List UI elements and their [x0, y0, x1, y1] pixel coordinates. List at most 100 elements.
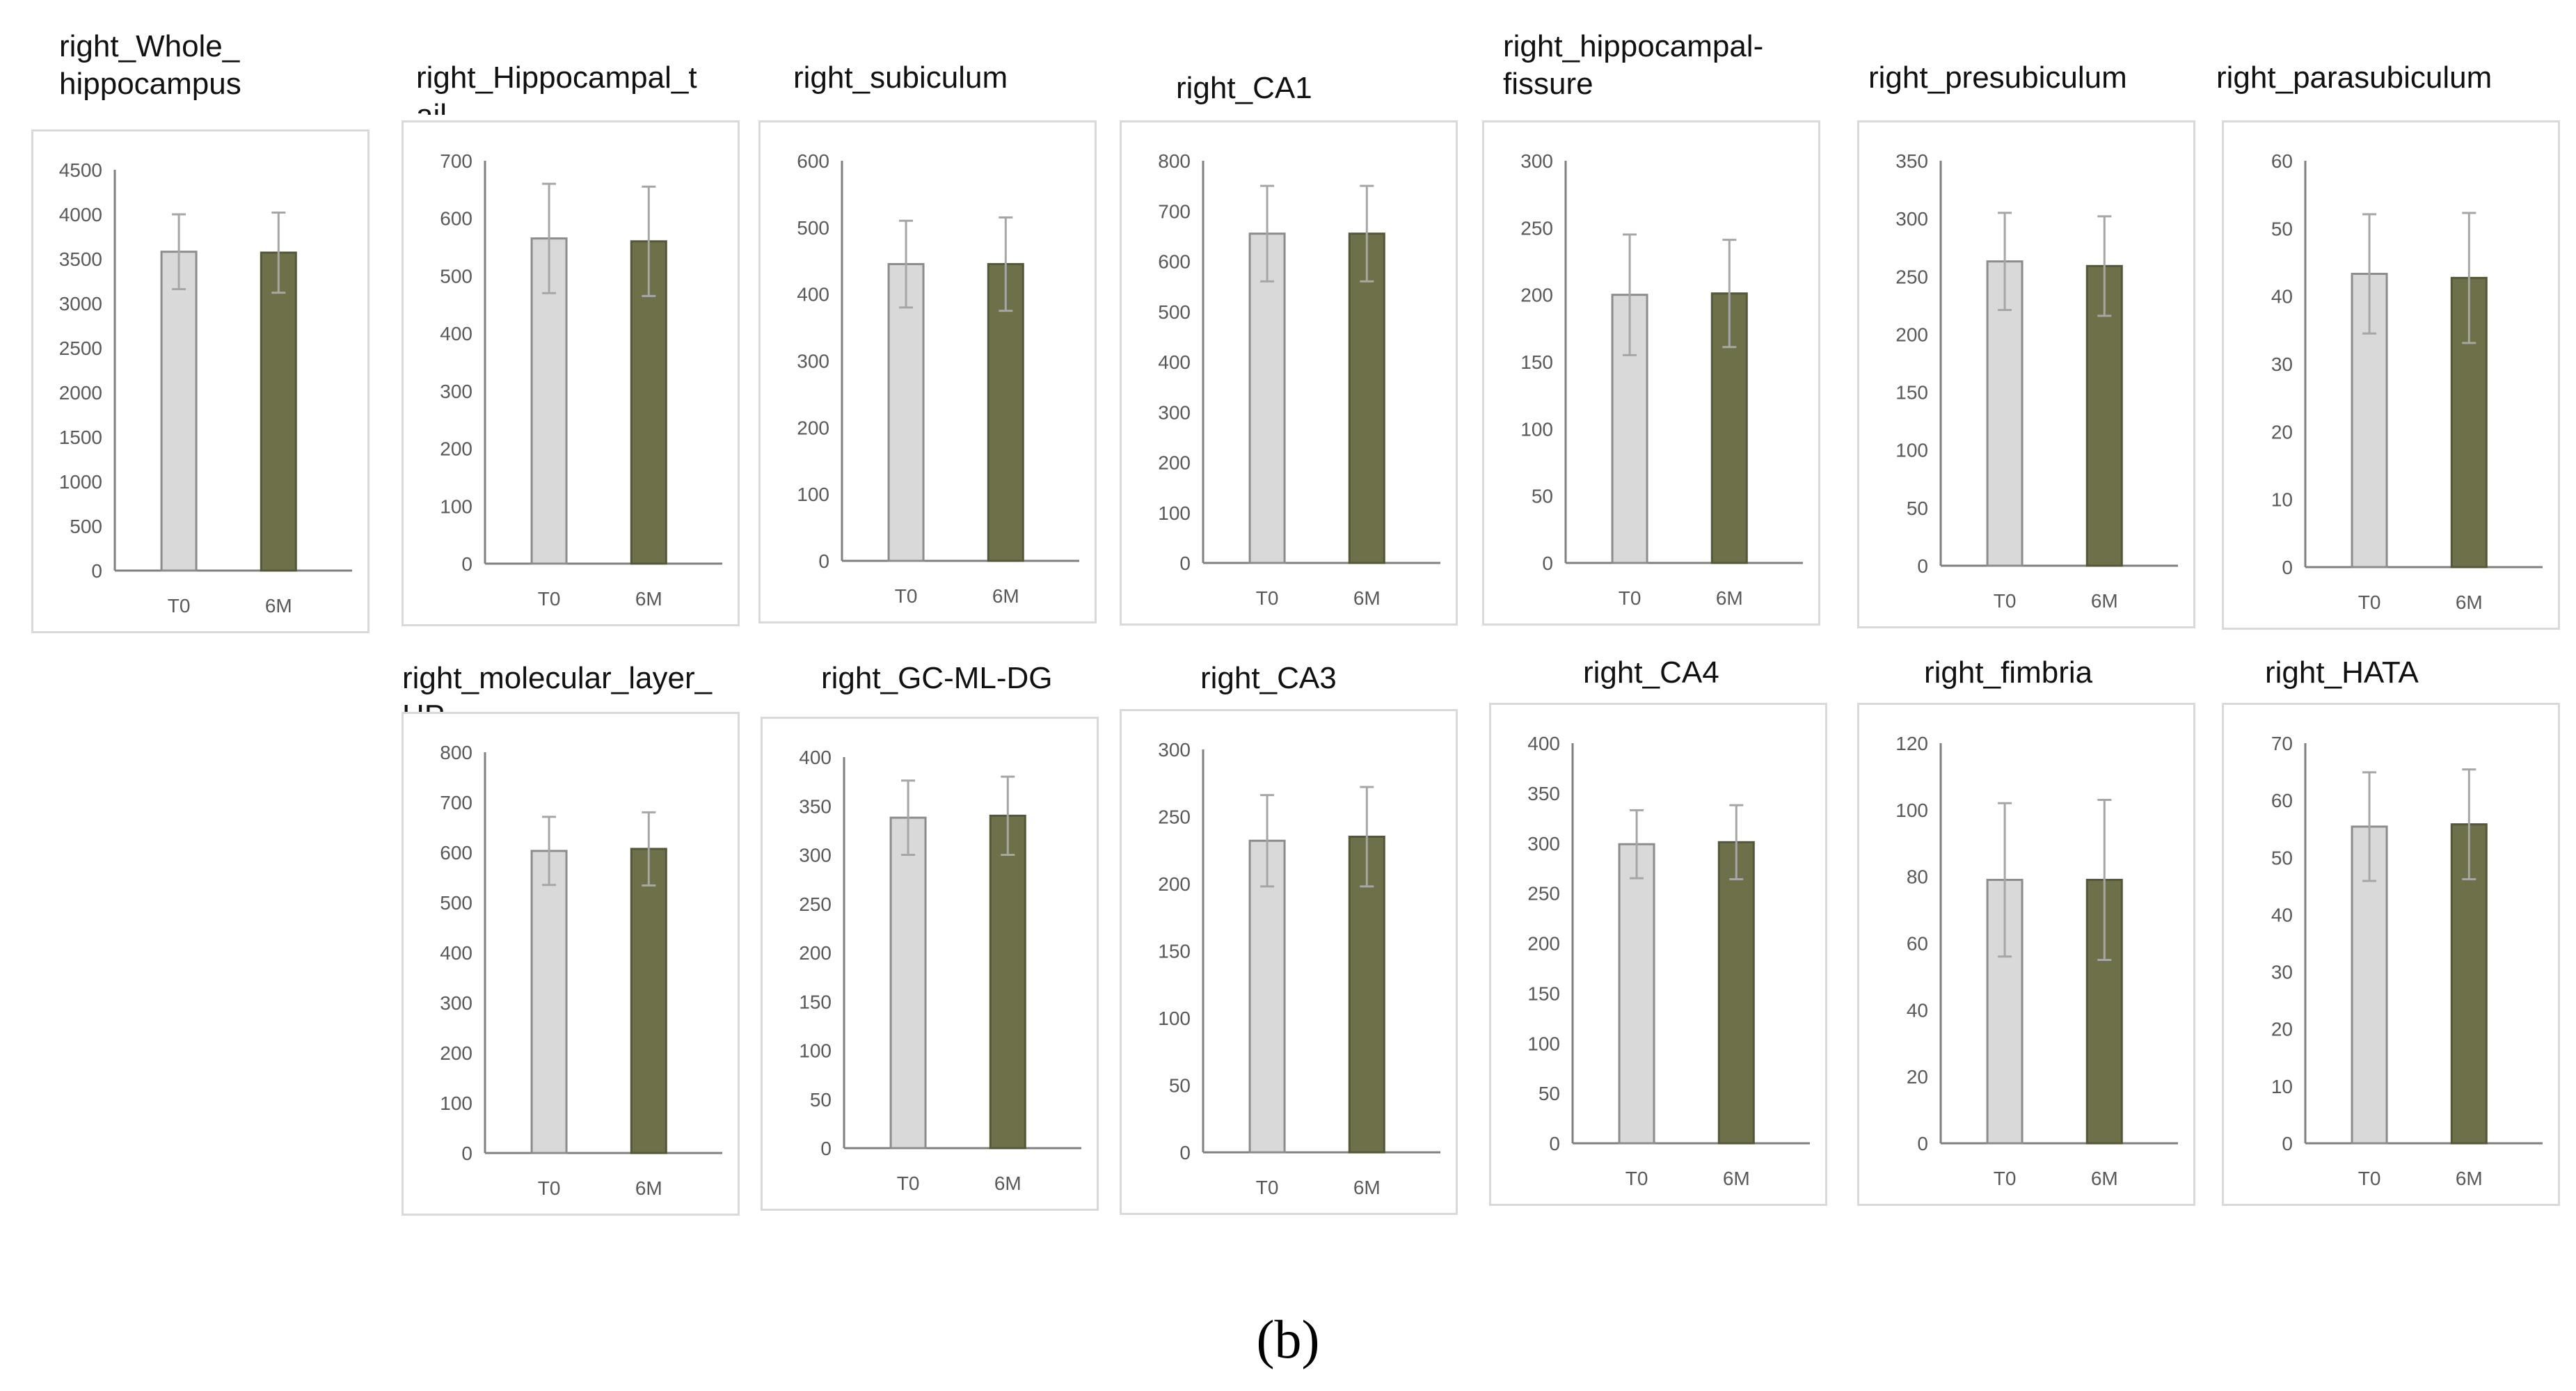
- y-tick-label: 0: [1179, 1142, 1191, 1163]
- chart-title-right-ca3: right_CA3: [1200, 661, 1337, 695]
- chart-right-hata: 0 10 20 30 40 50 60 70 T0 6M: [2222, 703, 2560, 1206]
- y-tick-label: 250: [1520, 217, 1553, 239]
- y-tick-label: 40: [2271, 904, 2293, 925]
- chart-title-right-hippocampal-tail: right_Hippocampal_t ail: [416, 61, 697, 115]
- y-tick-label: 80: [1907, 866, 1928, 888]
- bar-t0: [160, 251, 198, 572]
- x-tick-label-t0: T0: [1256, 587, 1279, 609]
- chart-svg-right-subiculum: 0 100 200 300 400 500 600 T0 6M: [758, 120, 1097, 623]
- y-tick-label: 150: [1158, 941, 1191, 962]
- y-tick-label: 300: [440, 381, 472, 402]
- chart-title-right-hata: right_HATA: [2265, 655, 2419, 690]
- y-tick-label: 50: [1907, 498, 1928, 519]
- bar-6m: [1348, 835, 1385, 1154]
- y-tick-label: 50: [810, 1089, 832, 1111]
- y-tick-label: 0: [461, 553, 472, 575]
- chart-right-parasubiculum: 0 10 20 30 40 50 60 T0 6M: [2222, 120, 2560, 630]
- y-tick-label: 200: [797, 417, 829, 438]
- y-tick-label: 250: [799, 893, 832, 915]
- y-tick-label: 50: [2271, 847, 2293, 868]
- y-tick-label: 100: [1158, 502, 1191, 524]
- x-tick-label-6m: 6M: [2091, 1168, 2118, 1189]
- y-tick-label: 0: [2282, 1133, 2293, 1154]
- y-tick-label: 50: [2271, 218, 2293, 239]
- chart-right-gc-ml-dg: 0 50 100 150 200 250 300 350 400 T0 6M: [761, 717, 1099, 1211]
- y-tick-label: 60: [1907, 933, 1928, 955]
- y-tick-label: 100: [1158, 1008, 1191, 1029]
- y-tick-label: 250: [1527, 883, 1560, 905]
- y-tick-label: 600: [440, 842, 472, 864]
- chart-frame: [758, 120, 1097, 623]
- y-tick-label: 100: [1527, 1033, 1560, 1054]
- chart-svg-right-parasubiculum: 0 10 20 30 40 50 60 T0 6M: [2222, 120, 2560, 630]
- bar-t0: [889, 816, 927, 1150]
- y-tick-label: 0: [1542, 553, 1553, 574]
- y-tick-label: 500: [440, 265, 472, 287]
- chart-right-molecular-layer-hp: 0 100 200 300 400 500 600 700 800 T0 6M: [401, 712, 740, 1216]
- y-tick-label: 0: [1917, 555, 1928, 577]
- bar-t0: [530, 850, 568, 1154]
- y-tick-label: 4000: [59, 204, 102, 225]
- chart-title-right-presubiculum: right_presubiculum: [1868, 61, 2127, 95]
- x-tick-label-t0: T0: [2358, 591, 2381, 613]
- chart-svg-right-hippocampal-fissure: 0 50 100 150 200 250 300 T0 6M: [1482, 120, 1820, 626]
- chart-svg-right-ca1: 0 100 200 300 400 500 600 700 800 T0 6M: [1120, 120, 1458, 626]
- y-tick-label: 60: [2271, 150, 2293, 172]
- y-tick-label: 200: [440, 1042, 472, 1064]
- bar-6m: [1348, 232, 1385, 564]
- y-tick-label: 1500: [59, 427, 102, 448]
- x-tick-label-6m: 6M: [635, 588, 662, 610]
- bar-t0: [1248, 839, 1286, 1154]
- x-tick-label-t0: T0: [2358, 1168, 2381, 1189]
- y-tick-label: 10: [2271, 489, 2293, 511]
- y-tick-label: 250: [1895, 266, 1928, 287]
- y-tick-label: 200: [1895, 324, 1928, 345]
- x-tick-label-6m: 6M: [2091, 590, 2118, 612]
- y-tick-label: 500: [440, 892, 472, 914]
- x-tick-label-6m: 6M: [2456, 591, 2483, 613]
- x-tick-label-6m: 6M: [265, 595, 292, 617]
- chart-right-hippocampal-fissure: 0 50 100 150 200 250 300 T0 6M: [1482, 120, 1820, 626]
- chart-frame: [1857, 703, 2195, 1206]
- y-tick-label: 100: [799, 1040, 832, 1062]
- chart-title-right-subiculum: right_subiculum: [793, 61, 1008, 95]
- bar-6m: [260, 251, 297, 572]
- y-tick-label: 300: [1158, 739, 1191, 761]
- y-tick-label: 20: [1907, 1066, 1928, 1088]
- x-tick-label-t0: T0: [897, 1173, 920, 1194]
- y-tick-label: 300: [1520, 150, 1553, 172]
- chart-frame: [401, 712, 740, 1216]
- y-tick-label: 60: [2271, 790, 2293, 811]
- chart-title-right-ca4: right_CA4: [1583, 655, 1719, 690]
- y-tick-label: 50: [1532, 486, 1553, 507]
- y-tick-label: 2500: [59, 337, 102, 359]
- y-tick-label: 4500: [59, 159, 102, 181]
- y-tick-label: 400: [440, 323, 472, 344]
- chart-right-ca1: 0 100 200 300 400 500 600 700 800 T0 6M: [1120, 120, 1458, 626]
- x-tick-label-t0: T0: [1625, 1168, 1648, 1189]
- y-tick-label: 20: [2271, 421, 2293, 443]
- chart-frame: [1120, 709, 1458, 1215]
- y-tick-label: 100: [797, 484, 829, 505]
- y-tick-label: 300: [1527, 833, 1560, 855]
- y-tick-label: 400: [1158, 351, 1191, 373]
- chart-right-presubiculum: 0 50 100 150 200 250 300 350 T0 6M: [1857, 120, 2195, 628]
- chart-right-ca3: 0 50 100 150 200 250 300 T0 6M: [1120, 709, 1458, 1215]
- x-tick-label-t0: T0: [538, 588, 561, 610]
- y-tick-label: 3000: [59, 293, 102, 315]
- y-tick-label: 200: [440, 438, 472, 460]
- y-tick-label: 600: [797, 150, 829, 172]
- chart-title-right-whole-hippocampus: right_Whole_ hippocampus: [59, 29, 241, 101]
- y-tick-label: 40: [2271, 286, 2293, 308]
- bar-t0: [887, 263, 925, 562]
- y-tick-label: 200: [1158, 873, 1191, 895]
- y-tick-label: 250: [1158, 806, 1191, 828]
- y-tick-label: 500: [70, 516, 102, 537]
- y-tick-label: 700: [440, 150, 472, 172]
- y-tick-label: 1000: [59, 471, 102, 493]
- chart-frame: [1857, 120, 2195, 628]
- chart-right-hippocampal-tail: 0 100 200 300 400 500 600 700 T0 6M: [401, 120, 740, 626]
- x-tick-label-t0: T0: [1619, 587, 1641, 609]
- x-tick-label-t0: T0: [1256, 1177, 1279, 1198]
- y-tick-label: 200: [1527, 933, 1560, 955]
